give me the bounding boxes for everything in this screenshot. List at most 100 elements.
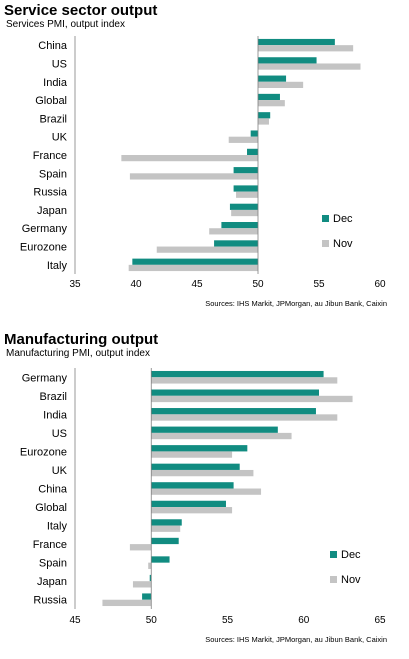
- bar-dec: [151, 426, 278, 433]
- bar-dec: [233, 185, 258, 192]
- bar-dec: [151, 408, 316, 415]
- category-label: Germany: [22, 372, 68, 384]
- x-tick-label: 55: [313, 279, 325, 290]
- x-tick-label: 45: [191, 279, 203, 290]
- bar-nov: [151, 507, 233, 514]
- x-tick-label: 65: [374, 615, 386, 626]
- category-label: Italy: [47, 260, 68, 272]
- chart2-title: Manufacturing output: [4, 331, 159, 348]
- bar-nov: [151, 469, 254, 477]
- category-label: Japan: [37, 205, 67, 217]
- category-label: Brazil: [39, 113, 67, 125]
- bar-nov: [231, 209, 258, 217]
- bar-nov: [258, 63, 361, 70]
- category-label: UK: [52, 132, 68, 144]
- category-label: France: [33, 539, 67, 551]
- bar-dec: [151, 445, 248, 452]
- category-label: US: [52, 58, 67, 70]
- bar-nov: [156, 246, 258, 253]
- category-label: Spain: [39, 558, 67, 570]
- category-label: Brazil: [39, 391, 67, 403]
- x-tick-label: 60: [298, 615, 310, 626]
- legend-label-nov: Nov: [341, 574, 361, 586]
- bar-nov: [129, 173, 258, 180]
- bar-dec: [149, 574, 152, 582]
- bar-nov: [151, 488, 262, 495]
- bar-nov: [121, 155, 258, 162]
- x-tick-label: 45: [69, 615, 81, 626]
- x-tick-label: 50: [146, 615, 158, 626]
- category-label: India: [43, 77, 68, 89]
- bar-nov: [129, 544, 152, 551]
- bar-nov: [151, 395, 353, 403]
- x-tick-label: 60: [374, 279, 386, 290]
- bar-nov: [258, 100, 285, 107]
- bar-dec: [151, 482, 234, 489]
- bar-nov: [151, 525, 181, 532]
- legend-swatch-nov: [322, 240, 329, 247]
- x-tick-label: 50: [252, 279, 264, 290]
- bar-nov: [151, 377, 338, 384]
- bar-dec: [151, 463, 240, 470]
- category-label: Russia: [33, 595, 68, 607]
- bar-nov: [258, 118, 269, 125]
- bar-dec: [258, 75, 287, 82]
- chart1-title: Service sector output: [4, 2, 158, 19]
- x-tick-label: 40: [130, 279, 142, 290]
- category-label: China: [38, 40, 68, 52]
- bar-dec: [258, 112, 271, 119]
- bar-dec: [233, 167, 258, 174]
- bar-nov: [258, 81, 304, 88]
- bar-nov: [228, 136, 258, 143]
- bar-nov: [209, 228, 258, 235]
- bar-dec: [258, 57, 317, 64]
- category-label: Japan: [37, 576, 67, 588]
- bar-nov: [151, 432, 292, 440]
- category-label: Eurozone: [20, 242, 67, 254]
- category-label: Germany: [22, 223, 68, 235]
- service-sector-chart: China US India Global Brazil UK France Spain Rus…: [20, 36, 386, 290]
- bar-nov: [128, 264, 258, 272]
- legend-label-nov: Nov: [333, 238, 353, 250]
- legend-swatch-nov: [330, 576, 337, 583]
- legend-swatch-dec: [330, 551, 337, 558]
- chart1-subtitle: Services PMI, output index: [6, 19, 125, 30]
- chart2-subtitle: Manufacturing PMI, output index: [6, 348, 150, 359]
- category-label: Italy: [47, 521, 68, 533]
- chart2-source: Sources: IHS Markit, JPMorgan, au Jibun …: [205, 635, 387, 644]
- category-label: France: [33, 150, 67, 162]
- x-tick-label: 55: [222, 615, 234, 626]
- bar-dec: [132, 258, 258, 265]
- legend-swatch-dec: [322, 215, 329, 222]
- category-label: Global: [35, 95, 67, 107]
- bar-dec: [214, 240, 258, 247]
- bar-dec: [151, 537, 179, 545]
- bar-dec: [258, 38, 335, 46]
- bar-dec: [250, 130, 258, 137]
- category-label: US: [52, 428, 67, 440]
- bar-nov: [151, 414, 338, 421]
- category-label: Global: [35, 502, 67, 514]
- legend-label-dec: Dec: [341, 549, 361, 561]
- bar-dec: [229, 203, 258, 210]
- bar-dec: [142, 593, 152, 600]
- legend-label-dec: Dec: [333, 213, 353, 225]
- bar-nov: [132, 581, 152, 588]
- bar-dec: [151, 519, 182, 526]
- bar-nov: [236, 191, 258, 198]
- category-label: Russia: [33, 187, 68, 199]
- bar-dec: [247, 148, 258, 155]
- category-label: UK: [52, 465, 68, 477]
- bar-nov: [151, 451, 233, 458]
- bar-dec: [221, 222, 258, 229]
- chart1-source: Sources: IHS Markit, JPMorgan, au Jibun …: [205, 299, 387, 308]
- category-label: China: [38, 484, 68, 496]
- bar-nov: [258, 45, 354, 52]
- category-label: India: [43, 409, 68, 421]
- bar-dec: [258, 93, 280, 101]
- category-label: Eurozone: [20, 446, 67, 458]
- category-label: Spain: [39, 168, 67, 180]
- bar-nov: [102, 599, 152, 607]
- x-tick-label: 35: [69, 279, 81, 290]
